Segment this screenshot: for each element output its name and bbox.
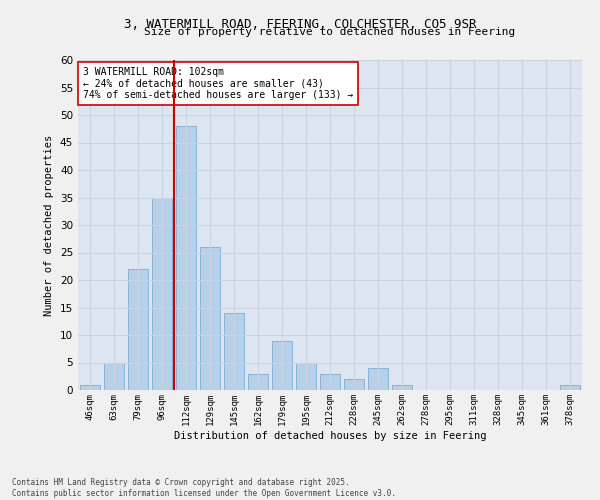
Text: 3 WATERMILL ROAD: 102sqm
← 24% of detached houses are smaller (43)
74% of semi-d: 3 WATERMILL ROAD: 102sqm ← 24% of detach… bbox=[83, 66, 353, 100]
Bar bbox=[104, 362, 124, 390]
Bar bbox=[272, 340, 292, 390]
Bar bbox=[128, 269, 148, 390]
Bar bbox=[200, 247, 220, 390]
Y-axis label: Number of detached properties: Number of detached properties bbox=[44, 134, 55, 316]
Bar bbox=[344, 379, 364, 390]
Title: Size of property relative to detached houses in Feering: Size of property relative to detached ho… bbox=[145, 27, 515, 37]
Bar bbox=[296, 362, 316, 390]
Text: Contains HM Land Registry data © Crown copyright and database right 2025.
Contai: Contains HM Land Registry data © Crown c… bbox=[12, 478, 396, 498]
Bar bbox=[80, 384, 100, 390]
Bar bbox=[176, 126, 196, 390]
Bar bbox=[248, 374, 268, 390]
Bar bbox=[320, 374, 340, 390]
X-axis label: Distribution of detached houses by size in Feering: Distribution of detached houses by size … bbox=[174, 430, 486, 440]
Text: 3, WATERMILL ROAD, FEERING, COLCHESTER, CO5 9SR: 3, WATERMILL ROAD, FEERING, COLCHESTER, … bbox=[124, 18, 476, 30]
Bar bbox=[152, 198, 172, 390]
Bar bbox=[560, 384, 580, 390]
Bar bbox=[392, 384, 412, 390]
Bar bbox=[224, 313, 244, 390]
Bar bbox=[368, 368, 388, 390]
